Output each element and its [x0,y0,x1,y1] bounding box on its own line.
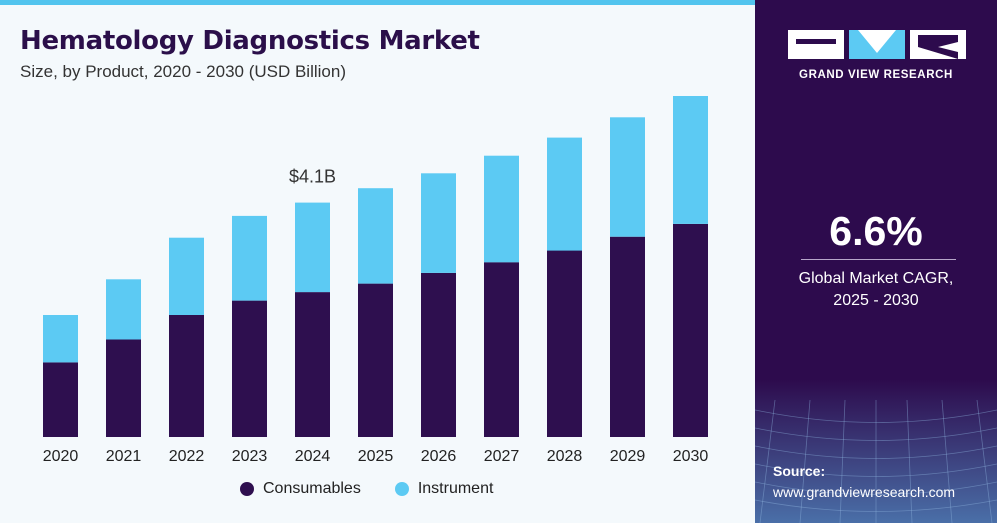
bar-instrument-2029 [610,117,645,237]
bar-consumables-2022 [169,315,204,437]
x-tick-label-2025: 2025 [358,448,394,465]
bar-instrument-2021 [106,279,141,340]
legend-dot-consumables [240,482,254,496]
bar-consumables-2026 [421,272,456,437]
bar-instrument-2027 [484,155,519,263]
bar-consumables-2021 [106,339,141,437]
bar-consumables-2028 [547,250,582,437]
x-tick-label-2027: 2027 [484,448,520,465]
chart-subtitle: Size, by Product, 2020 - 2030 (USD Billi… [20,62,346,81]
bar-consumables-2027 [484,262,519,437]
cagr-label-line2: 2025 - 2030 [833,292,919,309]
bar-instrument-2025 [358,188,393,284]
top-accent-bar [0,0,755,5]
stacked-bar-chart: 2020 2021 2022 2023 2024 2025 2026 2027 2028 2029… [43,96,709,465]
bar-consumables-2024 [295,292,330,437]
x-tick-label-2026: 2026 [421,448,457,465]
chart-title: Hematology Diagnostics Market [20,26,480,56]
x-tick-label-2029: 2029 [610,448,646,465]
bar-consumables-2029 [610,236,645,437]
bar-consumables-2020 [43,362,78,437]
source-url[interactable]: www.grandviewresearch.com [773,484,956,500]
data-label-2024: $4.1B [289,167,336,187]
brand-name: GRAND VIEW RESEARCH [799,69,953,81]
legend-item-consumables: Consumables [240,480,361,498]
bar-instrument-2030 [673,96,708,224]
bar-instrument-2026 [421,173,456,273]
bar-consumables-2023 [232,300,267,437]
cagr-label-line1: Global Market CAGR, [798,270,954,287]
x-tick-label-2021: 2021 [106,448,142,465]
legend-item-instrument: Instrument [394,480,494,498]
grand-view-research-logo [788,30,966,59]
cagr-value: 6.6% [829,208,923,254]
legend-label-consumables: Consumables [263,480,361,497]
x-tick-label-2024: 2024 [295,448,331,465]
x-tick-label-2030: 2030 [673,448,709,465]
cagr-label: Global Market CAGR, 2025 - 2030 [755,268,997,312]
bar-instrument-2024 [295,202,330,293]
source-label: Source: [773,463,826,479]
x-tick-label-2028: 2028 [547,448,583,465]
x-tick-label-2022: 2022 [169,448,205,465]
bar-consumables-2030 [673,223,708,437]
bar-instrument-2023 [232,215,267,301]
bar-instrument-2022 [169,237,204,315]
bar-consumables-2025 [358,283,393,437]
x-tick-label-2020: 2020 [43,448,79,465]
legend-label-instrument: Instrument [417,480,494,497]
decorative-grid-pattern [755,380,997,523]
stats-side-panel: GRAND VIEW RESEARCH 6.6% Global Market C… [755,0,997,523]
x-tick-label-2023: 2023 [232,448,268,465]
legend-dot-instrument [394,482,409,496]
bar-instrument-2028 [547,137,582,251]
cagr-divider [801,259,956,260]
chart-legend: Consumables Instrument [240,480,527,498]
bar-instrument-2020 [43,315,78,363]
